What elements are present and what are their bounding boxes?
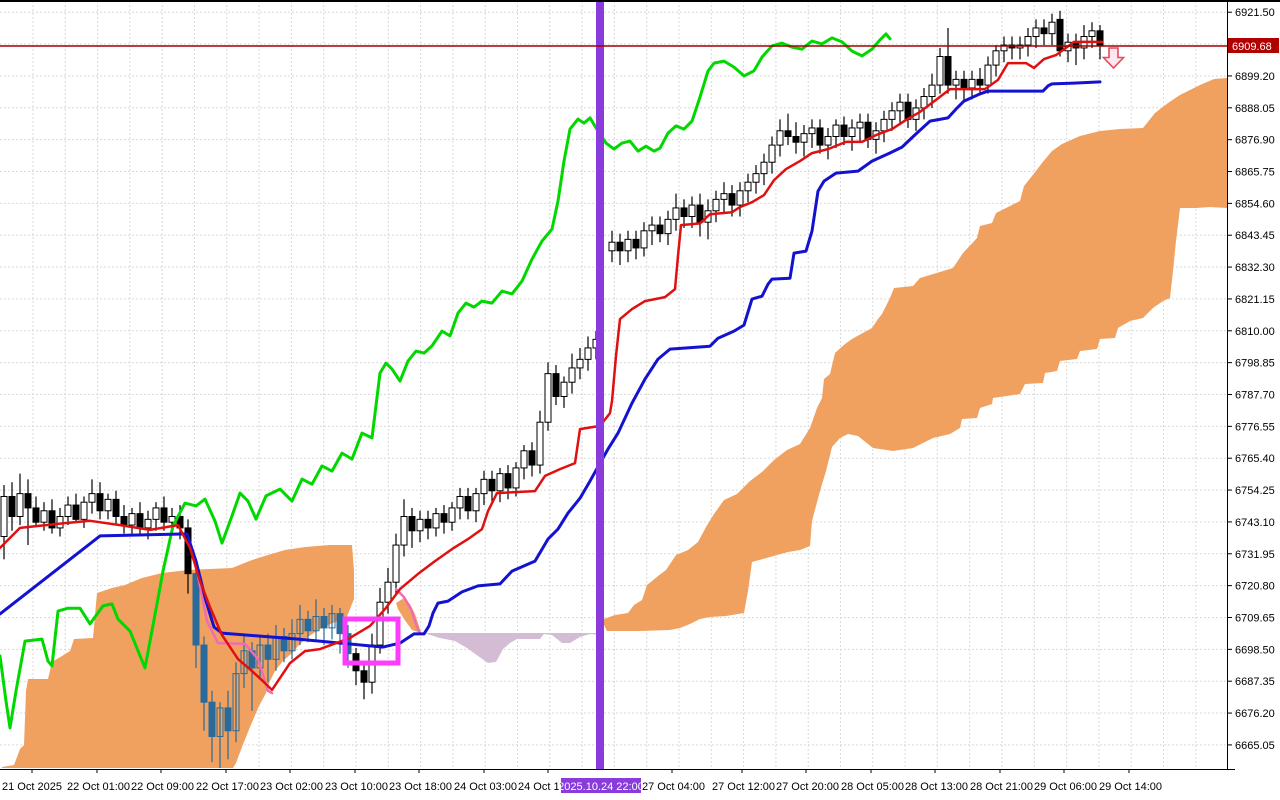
highlight-box[interactable]: [342, 616, 401, 666]
price-tick-label: 6899.20: [1235, 71, 1275, 83]
price-tick-label: 6676.20: [1235, 708, 1275, 720]
time-tick-label: 27 Oct 04:00: [642, 781, 705, 793]
price-tick-label: 6754.25: [1235, 485, 1275, 497]
ichimoku-cloud-bullish-right: [604, 78, 1227, 631]
time-tick-label: 29 Oct 14:00: [1099, 781, 1162, 793]
price-tick-label: 6765.40: [1235, 453, 1275, 465]
price-tick-label: 6865.75: [1235, 167, 1275, 179]
price-tick-label: 6743.10: [1235, 517, 1275, 529]
price-tick-label: 6810.00: [1235, 326, 1275, 338]
sell-arrow-icon: [1101, 47, 1126, 70]
price-tick-label: 6821.15: [1235, 294, 1275, 306]
price-axis[interactable]: 6921.50 6899.20 6888.05 6876.90 6865.75 6854.…: [1227, 7, 1275, 752]
ichimoku-cloud-bearish: [425, 633, 600, 663]
ichimoku-cloud-bullish-left: [2, 545, 354, 768]
time-tick-label: 23 Oct 10:00: [325, 781, 388, 793]
vertical-time-marker[interactable]: [596, 1, 604, 769]
price-tick-label: 6698.50: [1235, 644, 1275, 656]
price-tick-label: 6731.95: [1235, 549, 1275, 561]
price-tick-label: 6888.05: [1235, 103, 1275, 115]
current-price-label: 6909.68: [1232, 41, 1272, 53]
time-tick-label: 28 Oct 05:00: [841, 781, 904, 793]
price-tick-label: 6720.80: [1235, 581, 1275, 593]
price-tick-label: 6798.85: [1235, 358, 1275, 370]
time-axis[interactable]: 21 Oct 2025 22 Oct 01:00 22 Oct 09:00 22 Oc…: [2, 769, 1162, 793]
time-tick-label: 23 Oct 02:00: [260, 781, 323, 793]
time-tick-label: 21 Oct 2025: [2, 781, 62, 793]
time-tick-label: 28 Oct 21:00: [970, 781, 1033, 793]
selected-time-label: 2025.10.24 22:00: [558, 781, 644, 793]
price-tick-label: 6709.65: [1235, 612, 1275, 624]
time-tick-label: 24 Oct 03:00: [454, 781, 517, 793]
tenkan-sen-line: [0, 40, 1104, 692]
time-tick-label: 22 Oct 01:00: [67, 781, 130, 793]
price-tick-label: 6854.60: [1235, 198, 1275, 210]
price-tick-label: 6832.30: [1235, 262, 1275, 274]
price-tick-label: 6787.70: [1235, 389, 1275, 401]
price-tick-label: 6687.35: [1235, 676, 1275, 688]
time-tick-label: 22 Oct 09:00: [131, 781, 194, 793]
price-tick-label: 6665.05: [1235, 740, 1275, 752]
current-price-label-bg: [1228, 38, 1279, 53]
time-tick-label: 27 Oct 20:00: [776, 781, 839, 793]
chikou-span-line: [0, 32, 892, 730]
price-tick-label: 6921.50: [1235, 7, 1275, 19]
selected-time-highlight[interactable]: [561, 778, 641, 793]
senkou-span-line-a: [196, 574, 274, 695]
time-tick-label: 22 Oct 17:00: [196, 781, 259, 793]
time-tick-label: 27 Oct 12:00: [712, 781, 775, 793]
price-tick-label: 6876.90: [1235, 135, 1275, 147]
senkou-span-line-b: [394, 587, 422, 635]
time-tick-label: 23 Oct 18:00: [389, 781, 452, 793]
price-tick-label: 6776.55: [1235, 421, 1275, 433]
kijun-sen-line: [0, 80, 1102, 649]
time-tick-label: 28 Oct 13:00: [905, 781, 968, 793]
time-tick-label: 29 Oct 06:00: [1034, 781, 1097, 793]
price-tick-label: 6843.45: [1235, 230, 1275, 242]
